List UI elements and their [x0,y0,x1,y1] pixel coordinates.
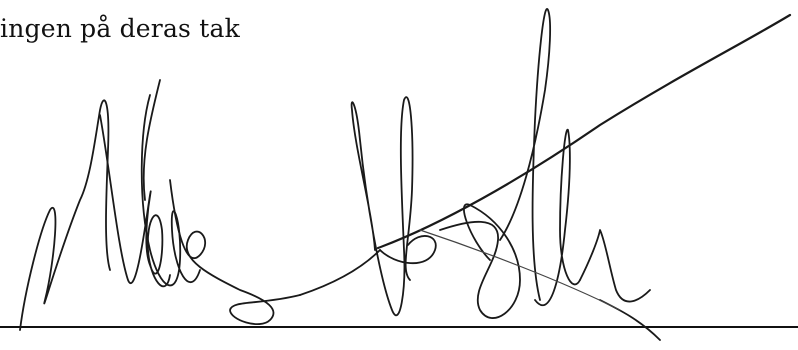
signature-strokes [19,8,792,341]
document-text-line: ingen på deras tak [0,14,240,43]
